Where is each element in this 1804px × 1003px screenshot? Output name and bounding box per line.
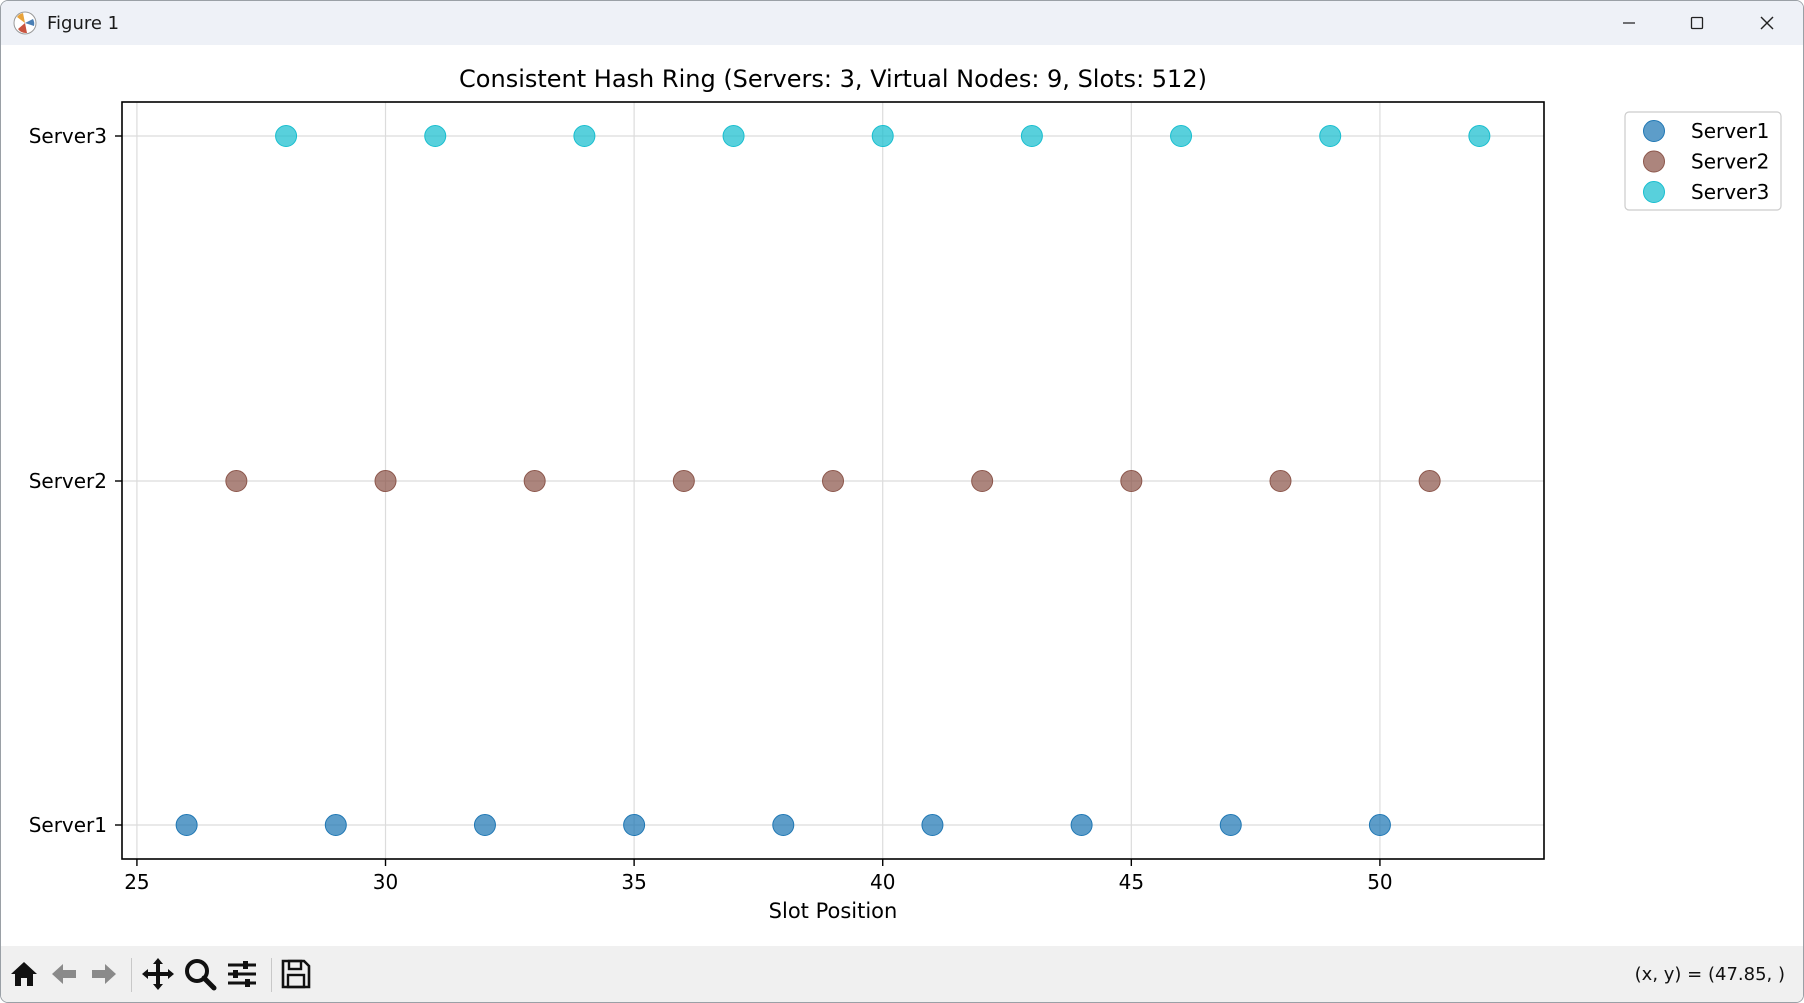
- figure-canvas[interactable]: Consistent Hash Ring (Servers: 3, Virtua…: [1, 45, 1803, 946]
- pan-button[interactable]: [139, 955, 177, 993]
- point-server3: [275, 125, 298, 147]
- home-icon: [11, 962, 37, 986]
- legend-marker-server3: [1643, 181, 1665, 203]
- pan-icon: [142, 958, 174, 990]
- legend-label: Server1: [1691, 119, 1769, 143]
- legend-label: Server3: [1691, 180, 1769, 204]
- x-tick-label: 40: [870, 870, 895, 894]
- legend-frame: [1624, 111, 1782, 211]
- x-tick-label: 45: [1119, 870, 1144, 894]
- point-server1: [623, 814, 646, 836]
- toolbar-separator: [271, 958, 272, 992]
- point-server3: [1170, 125, 1193, 147]
- point-server2: [225, 470, 248, 492]
- close-button[interactable]: [1733, 1, 1801, 45]
- toolbar-separator: [131, 958, 132, 992]
- point-server3: [871, 125, 894, 147]
- point-server2: [822, 470, 844, 492]
- x-tick-label: 30: [373, 870, 398, 894]
- legend: Server1 Server2 Server3: [1624, 111, 1782, 211]
- point-server3: [1319, 125, 1342, 147]
- x-tick-label: 50: [1367, 870, 1392, 894]
- point-server1: [175, 814, 198, 836]
- forward-icon: [92, 964, 116, 984]
- point-server2: [523, 470, 546, 492]
- point-server1: [1219, 814, 1242, 836]
- x-axis-label: Slot Position: [769, 899, 898, 923]
- point-server3: [1468, 125, 1491, 147]
- y-tick-label: Server3: [29, 124, 107, 148]
- minimize-icon: [1623, 22, 1635, 24]
- navigation-toolbar: (x, y) = (47.85, ): [1, 946, 1803, 1002]
- point-server1: [324, 814, 347, 836]
- y-tick-label: Server2: [29, 469, 107, 493]
- home-button[interactable]: [5, 955, 43, 993]
- save-button[interactable]: [277, 955, 315, 993]
- point-server2: [971, 470, 994, 492]
- zoom-icon: [185, 959, 217, 991]
- title-bar: Figure 1: [1, 1, 1803, 45]
- point-server1: [473, 814, 496, 836]
- back-icon: [52, 964, 76, 984]
- cursor-coordinates: (x, y) = (47.85, ): [1634, 964, 1785, 985]
- point-server1: [921, 814, 944, 836]
- point-server1: [1070, 814, 1093, 836]
- scatter-chart: Consistent Hash Ring (Servers: 3, Virtua…: [29, 65, 1782, 923]
- window-title: Figure 1: [47, 13, 120, 34]
- y-tick-label: Server1: [29, 813, 107, 837]
- chart-title: Consistent Hash Ring (Servers: 3, Virtua…: [459, 65, 1207, 93]
- legend-marker-server1: [1643, 120, 1665, 142]
- point-server2: [374, 470, 397, 492]
- x-tick-label: 35: [621, 870, 646, 894]
- x-tick-label: 25: [124, 870, 149, 894]
- legend-label: Server2: [1691, 150, 1769, 174]
- maximize-button[interactable]: [1663, 1, 1731, 45]
- zoom-button[interactable]: [181, 955, 219, 993]
- close-icon: [1760, 16, 1774, 30]
- point-server2: [1120, 470, 1143, 492]
- point-server2: [1269, 470, 1292, 492]
- legend-marker-server2: [1643, 150, 1665, 173]
- point-server3: [722, 125, 745, 147]
- maximize-icon: [1690, 16, 1704, 30]
- point-server3: [1020, 125, 1043, 147]
- configure-subplots-icon: [228, 961, 256, 987]
- back-button[interactable]: [45, 955, 83, 993]
- save-icon: [281, 959, 311, 989]
- point-server1: [1368, 814, 1391, 836]
- matplotlib-app-icon: [13, 11, 37, 35]
- point-server2: [1418, 470, 1441, 492]
- minimize-button[interactable]: [1595, 1, 1663, 45]
- point-server3: [424, 125, 447, 147]
- point-server3: [573, 125, 596, 147]
- forward-button[interactable]: [85, 955, 123, 993]
- point-server1: [772, 814, 795, 836]
- configure-subplots-button[interactable]: [223, 955, 261, 993]
- point-server2: [672, 470, 695, 492]
